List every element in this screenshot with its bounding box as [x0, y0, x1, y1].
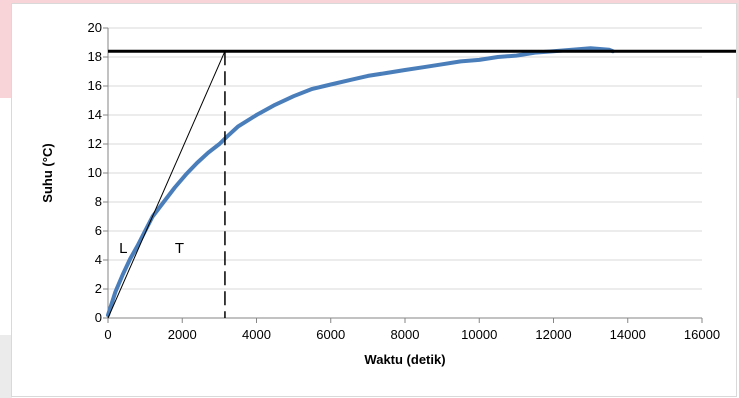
- y-tick-label: 6: [95, 223, 102, 238]
- x-axis-title: Waktu (detik): [364, 352, 445, 367]
- x-tick-label: 12000: [535, 327, 571, 342]
- x-tick-label: 4000: [242, 327, 271, 342]
- x-tick-label: 6000: [316, 327, 345, 342]
- chart-frame: 0 2 4 6 8 10 12 14 16 18 20 0 2000 4000 6000 8000 10000…: [11, 3, 737, 397]
- annotation-label: T: [175, 240, 184, 257]
- background-strip: [0, 335, 12, 398]
- x-tick-label: 8000: [391, 327, 420, 342]
- y-tick-label: 4: [95, 252, 102, 267]
- y-axis-title: Suhu (°C): [40, 143, 55, 202]
- y-tick-label: 18: [88, 49, 102, 64]
- y-tick-label: 2: [95, 281, 102, 296]
- series-line: [106, 46, 615, 318]
- x-tick-label: 14000: [610, 327, 646, 342]
- x-tick-label: 10000: [461, 327, 497, 342]
- series-layer: [106, 46, 615, 318]
- y-tick-labels: 0 2 4 6 8 10 12 14 16 18 20: [88, 20, 102, 325]
- axes: [103, 27, 703, 323]
- y-tick-label: 0: [95, 310, 102, 325]
- y-tick-label: 14: [88, 107, 102, 122]
- y-tick-label: 16: [88, 78, 102, 93]
- tangent-line: [107, 50, 226, 319]
- x-tick-label: 2000: [168, 327, 197, 342]
- gridlines: [108, 27, 702, 290]
- x-tick-labels: 0 2000 4000 6000 8000 10000 12000 14000 16000: [104, 327, 720, 342]
- y-tick-label: 12: [88, 136, 102, 151]
- y-tick-label: 10: [88, 165, 102, 180]
- y-tick-label: 8: [95, 194, 102, 209]
- reference-lines: [107, 49, 736, 319]
- annotation-label: L: [119, 240, 127, 257]
- x-tick-label: 0: [104, 327, 111, 342]
- x-tick-label: 16000: [684, 327, 720, 342]
- line-chart: 0 2 4 6 8 10 12 14 16 18 20 0 2000 4000 6000 8000 10000…: [40, 20, 736, 367]
- y-tick-label: 20: [88, 20, 102, 35]
